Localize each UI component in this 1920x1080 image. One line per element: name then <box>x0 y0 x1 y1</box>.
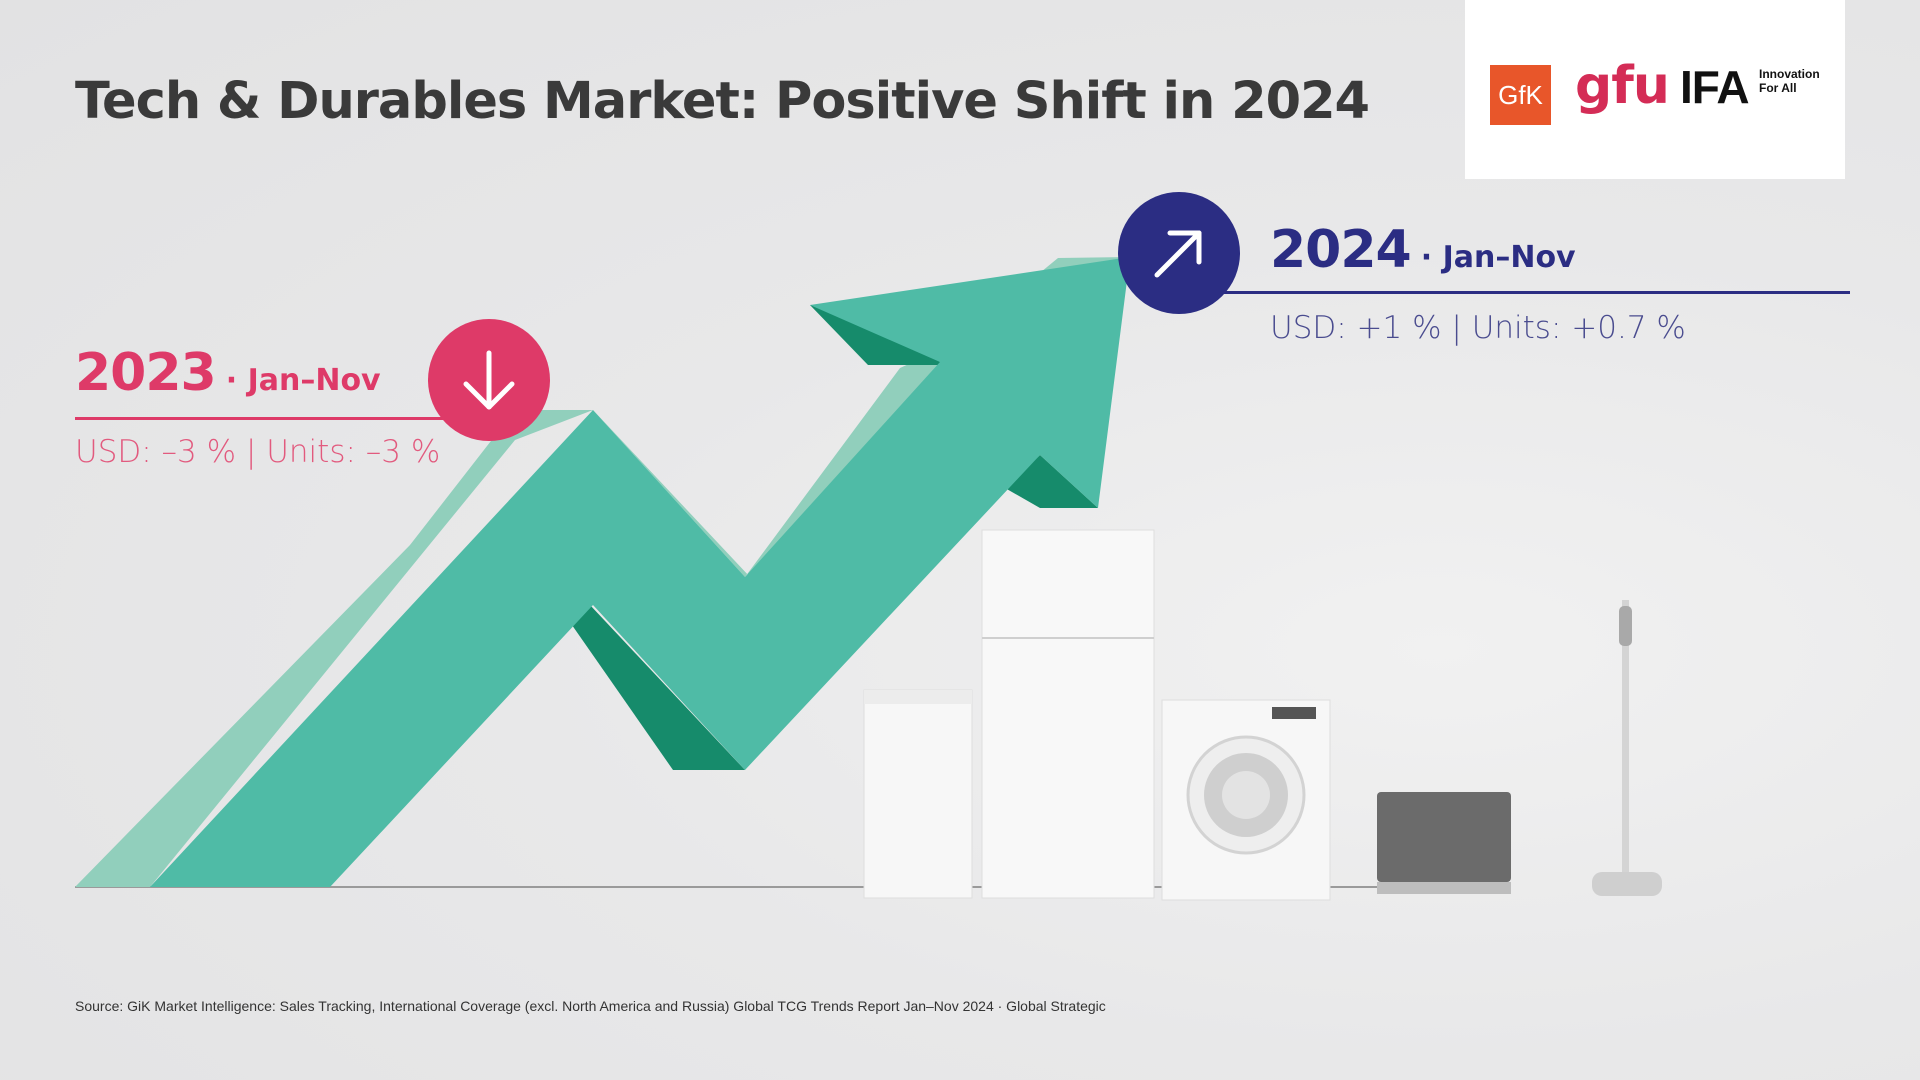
period-2023-label: · Jan–Nov <box>225 363 381 398</box>
refrigerator <box>981 529 1155 899</box>
trend-up-badge <box>1118 192 1240 314</box>
gfk-logo: GfK <box>1490 65 1551 125</box>
arrow-dark-face <box>810 305 943 365</box>
growth-arrow <box>75 257 1130 887</box>
appliances-group <box>863 529 1662 901</box>
laptop <box>1377 792 1511 894</box>
arrow-main-face <box>150 257 1130 887</box>
arrow-light-face <box>75 257 1130 887</box>
arrow-dark-face <box>558 605 745 770</box>
arrow-dark-face <box>1005 455 1098 508</box>
trend-down-badge <box>428 319 550 441</box>
stats-2024: USD: +1 % | Units: +0.7 % <box>1270 310 1686 346</box>
washing-machine <box>1161 699 1331 901</box>
stats-2023: USD: –3 % | Units: –3 % <box>75 434 441 470</box>
arrow-up-right-icon <box>1154 230 1202 278</box>
year-2023-label: 2023 <box>75 343 217 403</box>
divider-2024 <box>1220 291 1850 294</box>
arrow-down-icon <box>463 350 515 410</box>
year-2024-label: 2024 <box>1270 220 1412 280</box>
period-2024-label: · Jan–Nov <box>1420 240 1576 275</box>
gfu-logo: gfu <box>1575 56 1670 116</box>
mini-fridge <box>863 689 973 899</box>
ifa-logo: IFA <box>1680 61 1750 113</box>
partner-logos: GfK gfu IFA Innovation For All <box>1465 0 1845 179</box>
divider-2023 <box>75 417 450 420</box>
year-2023-heading: 2023 · Jan–Nov <box>75 343 381 403</box>
ifa-tagline: Innovation For All <box>1759 67 1820 95</box>
source-note: Source: GiK Market Intelligence: Sales T… <box>75 998 1106 1014</box>
stick-vacuum <box>1592 600 1662 896</box>
year-2024-heading: 2024 · Jan–Nov <box>1270 220 1576 280</box>
page-title: Tech & Durables Market: Positive Shift i… <box>75 72 1370 131</box>
